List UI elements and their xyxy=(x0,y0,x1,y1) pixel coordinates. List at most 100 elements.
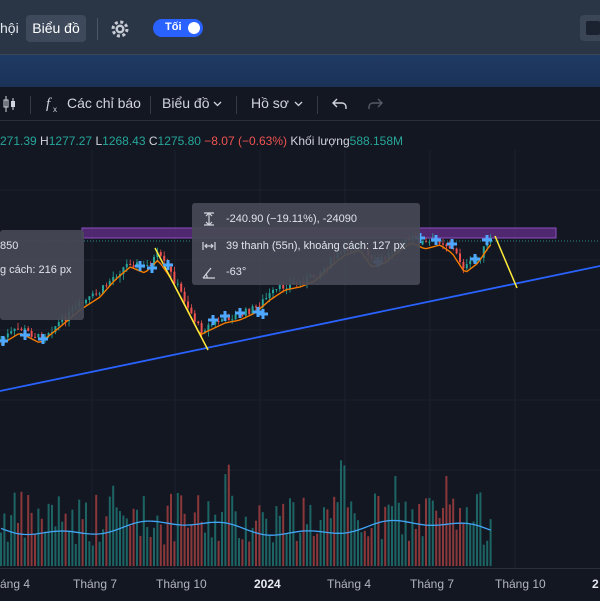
volume-bar xyxy=(231,495,234,566)
candle-body xyxy=(6,333,9,338)
volume-label: Khối lượng xyxy=(290,134,350,148)
volume-bar xyxy=(333,496,336,566)
candle-body xyxy=(197,321,200,324)
redo-icon[interactable] xyxy=(367,97,383,111)
volume-bar xyxy=(6,541,9,566)
volume-bar xyxy=(357,520,359,566)
volume-bar xyxy=(115,507,118,566)
candle-body xyxy=(115,276,118,278)
indicators-button[interactable]: Các chỉ báo xyxy=(67,95,141,111)
volume-bar xyxy=(146,527,149,566)
settings-button[interactable] xyxy=(109,18,131,40)
buy-signal-marker xyxy=(482,235,492,245)
buy-signal-marker xyxy=(258,309,268,319)
tab-chart[interactable]: Biểu đồ xyxy=(26,15,86,42)
volume-value: 588.158M xyxy=(349,134,404,148)
candle-body xyxy=(455,248,458,254)
angle-icon xyxy=(202,267,215,279)
function-icon[interactable]: f x xyxy=(44,95,62,113)
buy-signal-marker xyxy=(20,330,30,340)
volume-bar xyxy=(363,530,366,566)
undo-icon[interactable] xyxy=(332,97,348,111)
volume-bar xyxy=(234,511,237,566)
time-axis[interactable]: áng 4 Tháng 7 Tháng 10 2024 Tháng 4 Thán… xyxy=(0,568,600,601)
tab-community[interactable]: hội xyxy=(0,20,19,36)
measure-line[interactable] xyxy=(494,235,518,289)
buy-signal-marker xyxy=(235,308,245,318)
trendline[interactable] xyxy=(0,265,600,392)
volume-bar xyxy=(380,539,383,566)
candle-body xyxy=(282,284,285,289)
volume-bar xyxy=(68,531,70,566)
profile-menu-button[interactable]: Hồ sơ xyxy=(251,95,289,111)
volume-bar xyxy=(44,531,47,566)
volume-bar xyxy=(367,536,370,566)
volume-bar xyxy=(435,510,438,566)
volume-bar xyxy=(404,501,407,566)
volume-bar xyxy=(476,494,478,566)
volume-bar xyxy=(105,516,108,566)
volume-bar xyxy=(0,532,2,566)
candle-body xyxy=(421,241,424,245)
axis-label: Tháng 4 xyxy=(327,577,372,591)
volume-bar xyxy=(71,509,74,566)
volume-bar xyxy=(438,517,441,566)
candle-body xyxy=(180,283,183,292)
candle-body xyxy=(445,244,448,247)
volume-bar xyxy=(3,513,6,566)
volume-bar xyxy=(170,493,172,566)
volume-bar xyxy=(241,539,244,566)
candle-body xyxy=(37,333,40,338)
chevron-down-icon xyxy=(213,101,222,107)
volume-bar xyxy=(397,502,400,566)
volume-bar xyxy=(282,503,285,566)
volume-bar xyxy=(95,494,98,566)
volume-bar xyxy=(221,511,223,566)
volume-bar xyxy=(112,485,115,566)
volume-bar xyxy=(244,516,247,566)
candle-body xyxy=(17,328,19,330)
candle-body xyxy=(231,319,234,321)
volume-bar xyxy=(193,512,196,566)
candle-body xyxy=(112,277,115,282)
volume-bar xyxy=(30,512,33,566)
volume-bar xyxy=(81,519,84,566)
volume-bar xyxy=(176,492,179,566)
candle-body xyxy=(289,283,291,289)
candle-body xyxy=(122,267,125,274)
candle-body xyxy=(163,255,166,261)
volume-bar xyxy=(156,515,159,566)
volume-bar xyxy=(261,512,264,566)
volume-bar xyxy=(319,519,322,566)
theme-toggle[interactable]: Tối xyxy=(153,19,203,37)
volume-bar xyxy=(197,495,200,566)
volume-bar xyxy=(377,495,380,566)
volume-bar xyxy=(122,515,125,566)
candle-body xyxy=(234,314,237,320)
buy-signal-marker xyxy=(220,311,230,321)
candle-body xyxy=(102,285,104,294)
candle-body xyxy=(442,243,444,245)
chart-menu-button[interactable]: Biểu đồ xyxy=(162,95,210,111)
gear-icon xyxy=(111,20,129,38)
svg-text:x: x xyxy=(53,105,57,113)
volume-bar xyxy=(258,505,261,566)
candle-body xyxy=(146,264,149,266)
volume-bar xyxy=(452,498,455,566)
volume-bar xyxy=(20,491,23,566)
volume-bar xyxy=(159,524,162,566)
candle-body xyxy=(34,336,36,338)
volume-bar xyxy=(486,540,489,566)
candle-body xyxy=(272,289,274,294)
axis-label: áng 4 xyxy=(0,577,31,591)
candle-body xyxy=(244,308,247,316)
volume-bar xyxy=(207,501,210,566)
axis-label: 2 xyxy=(592,577,599,591)
volume-bar xyxy=(442,507,444,566)
volume-bar xyxy=(119,511,121,566)
candle-body xyxy=(258,306,261,308)
candlestick-icon[interactable] xyxy=(3,96,17,112)
volume-bar xyxy=(17,522,19,566)
panel-button[interactable] xyxy=(580,15,600,41)
volume-bar xyxy=(445,475,448,566)
